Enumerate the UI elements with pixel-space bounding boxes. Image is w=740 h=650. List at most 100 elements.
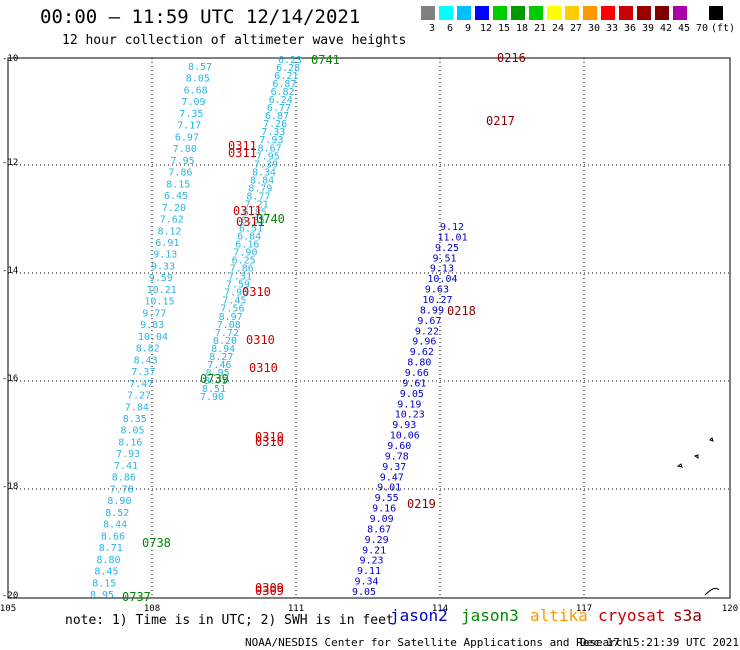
- legend-jason2: jason2: [390, 606, 448, 625]
- longitude-label: 108: [144, 604, 160, 614]
- wave-height-value: 7.56: [220, 304, 244, 315]
- wave-height-value: 8.27: [209, 352, 233, 363]
- scale-swatch: [655, 6, 669, 20]
- latitude-label: -14: [2, 266, 18, 276]
- scale-swatch: [421, 6, 435, 20]
- wave-height-value: 6.91: [155, 238, 179, 249]
- scale-label: 33: [605, 23, 619, 34]
- wave-height-value: 8.52: [105, 508, 129, 519]
- island: [676, 463, 683, 468]
- scale-label: 9: [464, 23, 472, 34]
- wave-height-value: 9.01: [377, 483, 401, 494]
- wave-height-value: 9.47: [380, 472, 404, 483]
- island: [693, 454, 699, 459]
- scale-label: 45: [677, 23, 691, 34]
- longitude-label: 117: [576, 604, 592, 614]
- wave-height-value: 8.67: [258, 143, 282, 154]
- axis-labels: -10 -12 -14 -16 -18 -20 105 108 111 114 117 120: [0, 54, 738, 614]
- scale-swatch: [439, 6, 453, 20]
- wave-height-value: 7.47: [129, 379, 153, 390]
- wave-height-value: 9.21: [362, 545, 386, 556]
- wave-height-value: 9.16: [372, 504, 396, 515]
- wave-height-value: 10.27: [422, 295, 452, 306]
- pass-time-label: 0738: [142, 536, 171, 550]
- wave-height-value: 7.26: [263, 119, 287, 130]
- wave-height-value: 8.45: [94, 567, 118, 578]
- legend-s3a: s3a: [673, 606, 702, 625]
- wave-height-value: 7.86: [168, 168, 192, 179]
- wave-height-value: 9.93: [392, 420, 416, 431]
- wave-height-value: 7.86: [230, 264, 254, 275]
- wave-height-value: 7.90: [200, 392, 224, 403]
- wave-height-value: 6.35: [241, 216, 265, 227]
- wave-height-value: 9.29: [365, 535, 389, 546]
- wave-height-value: 9.96: [412, 337, 436, 348]
- latitude-label: -18: [2, 482, 18, 492]
- pass-time-label: 0311: [228, 139, 257, 153]
- scale-swatch: [547, 6, 561, 20]
- scale-label: 36: [623, 23, 637, 34]
- wave-height-value: 7.41: [114, 461, 138, 472]
- wave-height-value: 9.77: [142, 308, 166, 319]
- wave-height-value: 10.04: [138, 332, 168, 343]
- wave-height-value: 8.80: [97, 555, 121, 566]
- wave-height-value: 7.62: [160, 215, 184, 226]
- wave-height-value: 8.20: [213, 336, 237, 347]
- wave-height-value: 8.77: [246, 191, 270, 202]
- wave-height-value: 6.77: [267, 103, 291, 114]
- pass-time-label: 0739: [200, 372, 229, 386]
- wave-height-value: 6.28: [276, 63, 300, 74]
- wave-height-value: 6.23: [278, 55, 302, 66]
- wave-height-value: 9.62: [410, 347, 434, 358]
- longitude-label: 105: [0, 604, 16, 614]
- wave-height-value: 7.46: [207, 360, 231, 371]
- scale-swatch: [565, 6, 579, 20]
- wave-height-value: 8.95: [206, 368, 230, 379]
- latitude-label: -16: [2, 374, 18, 384]
- pass-time-label: 0741: [311, 53, 340, 67]
- wave-height-value: 8.94: [211, 344, 235, 355]
- wave-height-value: 6.87: [265, 111, 289, 122]
- scale-label: 39: [641, 23, 655, 34]
- wave-height-value: 9.55: [375, 493, 399, 504]
- longitude-label: 120: [722, 604, 738, 614]
- wave-height-value: 7.31: [228, 272, 252, 283]
- scale-swatch: [673, 6, 687, 20]
- scale-swatch: [493, 6, 507, 20]
- scale-swatch: [637, 6, 651, 20]
- pass-time-label: 0309: [255, 581, 284, 595]
- scale-label: 70: [695, 23, 709, 34]
- scale-swatch: [583, 6, 597, 20]
- wave-height-value: 7.09: [182, 97, 206, 108]
- scale-swatch: [475, 6, 489, 20]
- wave-height-value: 6.16: [235, 240, 259, 251]
- longitude-label: 114: [432, 604, 448, 614]
- wave-height-value: 6.51: [239, 224, 263, 235]
- wave-height-value: 6.84: [237, 232, 261, 243]
- islands: [676, 437, 720, 596]
- wave-height-value: 8.86: [112, 473, 136, 484]
- wave-height-value: 9.83: [140, 320, 164, 331]
- pass-time-label: 0216: [497, 51, 526, 65]
- pass-time-label: 0311: [236, 215, 265, 229]
- scale-swatch: [529, 6, 543, 20]
- wave-height-value: 9.23: [360, 556, 384, 567]
- pass-time-label: 0311: [228, 146, 257, 160]
- latitude-label: -12: [2, 158, 18, 168]
- scale-label: (ft): [711, 23, 736, 34]
- wave-height-value: 8.12: [158, 226, 182, 237]
- wave-height-value: 8.97: [219, 312, 243, 323]
- wave-height-value: 9.34: [355, 577, 379, 588]
- wave-height-value: 10.06: [390, 431, 420, 442]
- pass-time-labels: 0741031103110311031107400310031003100739…: [122, 51, 526, 604]
- wave-height-value: 7.93: [259, 135, 283, 146]
- pass-time-label: 0737: [122, 590, 151, 604]
- wave-height-value: 8.75: [204, 376, 228, 387]
- wave-height-value: 9.61: [402, 378, 426, 389]
- altimeter-tracks: 8.578.056.687.097.357.176.977.807.957.86…: [90, 55, 468, 601]
- wave-height-value: 6.68: [184, 86, 208, 97]
- wave-height-value: 6.25: [232, 256, 256, 267]
- pass-time-label: 0310: [246, 333, 275, 347]
- wave-height-value: 7.96: [224, 288, 248, 299]
- wave-height-value: 8.51: [202, 384, 226, 395]
